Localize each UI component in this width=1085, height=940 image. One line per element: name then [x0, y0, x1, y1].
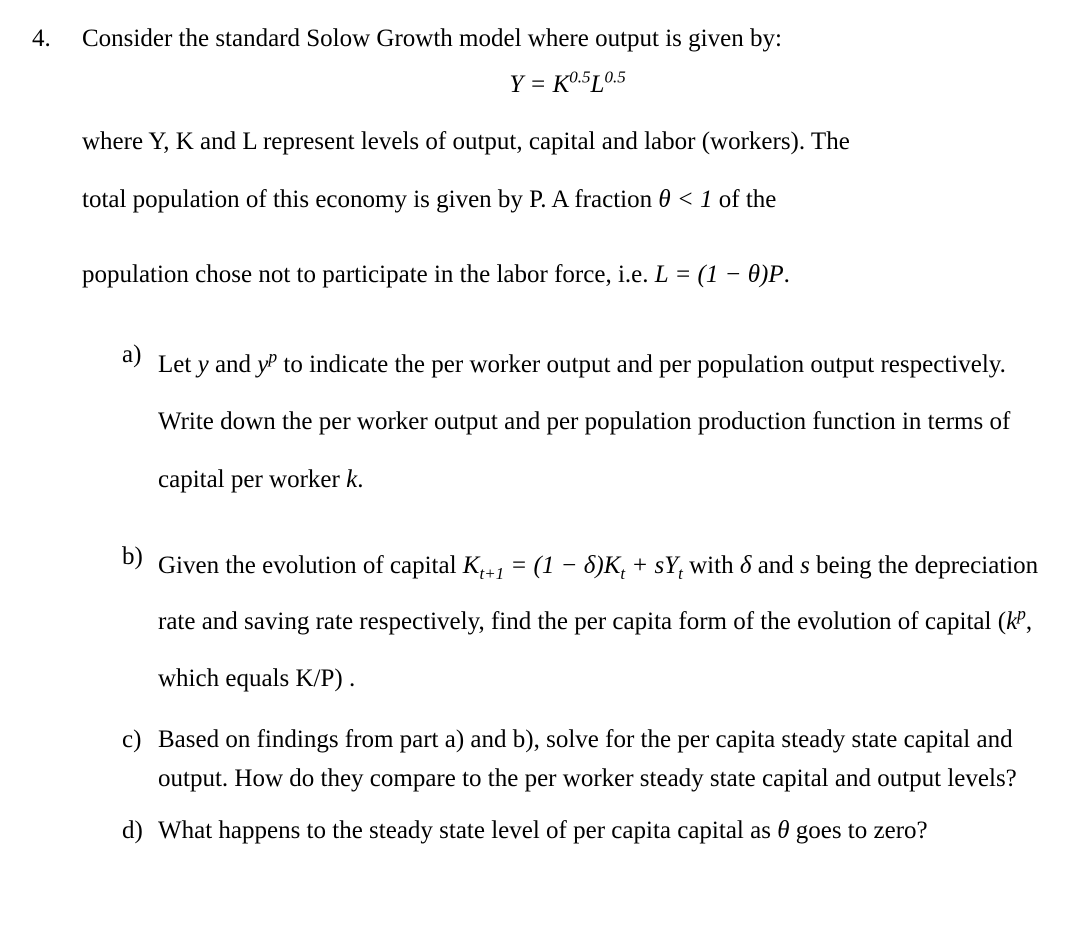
- eq-L: L: [591, 71, 605, 98]
- b-plus: +: [625, 552, 654, 579]
- eq-mid: = (1 −: [668, 261, 748, 288]
- eq-P: P: [768, 261, 783, 288]
- part-d: d) What happens to the steady state leve…: [122, 812, 1053, 851]
- b-eq: Kt+1 = (1 − δ)Kt + sYt: [463, 552, 683, 579]
- b-tp1: t+1: [479, 564, 504, 583]
- eq-Y: Y: [509, 71, 523, 98]
- part-b-label: b): [122, 538, 158, 576]
- body-para-1: where Y, K and L represent levels of out…: [82, 113, 1053, 228]
- question-row: 4. Consider the standard Solow Growth mo…: [32, 20, 1053, 865]
- part-c-label: c): [122, 721, 158, 759]
- a-line1-pre: Let: [158, 351, 198, 378]
- b-delta2: δ: [740, 552, 752, 579]
- a-y: y: [198, 351, 209, 378]
- a-yp-p: p: [268, 346, 277, 366]
- b-k: k: [1006, 608, 1017, 635]
- part-b-body: Given the evolution of capital Kt+1 = (1…: [158, 538, 1053, 707]
- eq-equals: =: [523, 71, 552, 98]
- b-s2: s: [800, 552, 810, 579]
- eq-theta: θ: [748, 261, 760, 288]
- body-para-2: population chose not to participate in t…: [82, 256, 1053, 294]
- body1-b-pre: total population of this economy is give…: [82, 186, 658, 213]
- eq-L-exp: 0.5: [604, 67, 625, 86]
- part-d-body: What happens to the steady state level o…: [158, 812, 1053, 851]
- eq-K: K: [553, 71, 570, 98]
- body1-b-post: of the: [713, 186, 777, 213]
- sub-parts: a) Let y and yp to indicate the per work…: [82, 336, 1053, 852]
- body2-period: .: [784, 261, 790, 288]
- eq-L-var: L: [655, 261, 668, 288]
- part-a-label: a): [122, 336, 158, 374]
- part-b: b) Given the evolution of capital Kt+1 =…: [122, 538, 1053, 707]
- question-body: Consider the standard Solow Growth model…: [82, 20, 1053, 865]
- part-d-label: d): [122, 812, 158, 850]
- problem-page: 4. Consider the standard Solow Growth mo…: [0, 0, 1085, 885]
- intro-text: Consider the standard Solow Growth model…: [82, 20, 1053, 58]
- b-Y: Y: [664, 552, 678, 579]
- b-and: and: [751, 552, 800, 579]
- b-with: with: [683, 552, 740, 579]
- theta-lt-1: θ < 1: [658, 186, 712, 213]
- b-kp: p: [1017, 604, 1026, 624]
- b-line1-pre: Given the evolution of capital: [158, 552, 463, 579]
- a-and: and: [209, 351, 258, 378]
- part-c-body: Based on findings from part a) and b), s…: [158, 721, 1053, 799]
- b-K2: K: [604, 552, 621, 579]
- b-delta: δ: [584, 552, 596, 579]
- a-line3-post: .: [357, 466, 363, 493]
- part-c: c) Based on findings from part a) and b)…: [122, 721, 1053, 799]
- a-k: k: [346, 466, 357, 493]
- b-eqsign: = (1 −: [504, 552, 584, 579]
- b-line3-pre: form of the evolution of capital (: [678, 608, 1006, 635]
- body2-pre: population chose not to participate in t…: [82, 261, 655, 288]
- part-a-body: Let y and yp to indicate the per worker …: [158, 336, 1053, 509]
- b-rp: ): [595, 552, 603, 579]
- a-line1-post: to indicate the per worker output and pe…: [277, 351, 874, 378]
- d-pre: What happens to the steady state level o…: [158, 817, 777, 844]
- body1-a: where Y, K and L represent levels of out…: [82, 128, 850, 155]
- part-a: a) Let y and yp to indicate the per work…: [122, 336, 1053, 509]
- d-theta: θ: [777, 817, 789, 844]
- d-post: goes to zero?: [789, 817, 927, 844]
- b-K: K: [463, 552, 480, 579]
- b-s: s: [655, 552, 665, 579]
- a-yp-y: y: [257, 351, 268, 378]
- question-number: 4.: [32, 20, 82, 58]
- eq-K-exp: 0.5: [569, 67, 590, 86]
- main-equation: Y = K0.5L0.5: [82, 66, 1053, 104]
